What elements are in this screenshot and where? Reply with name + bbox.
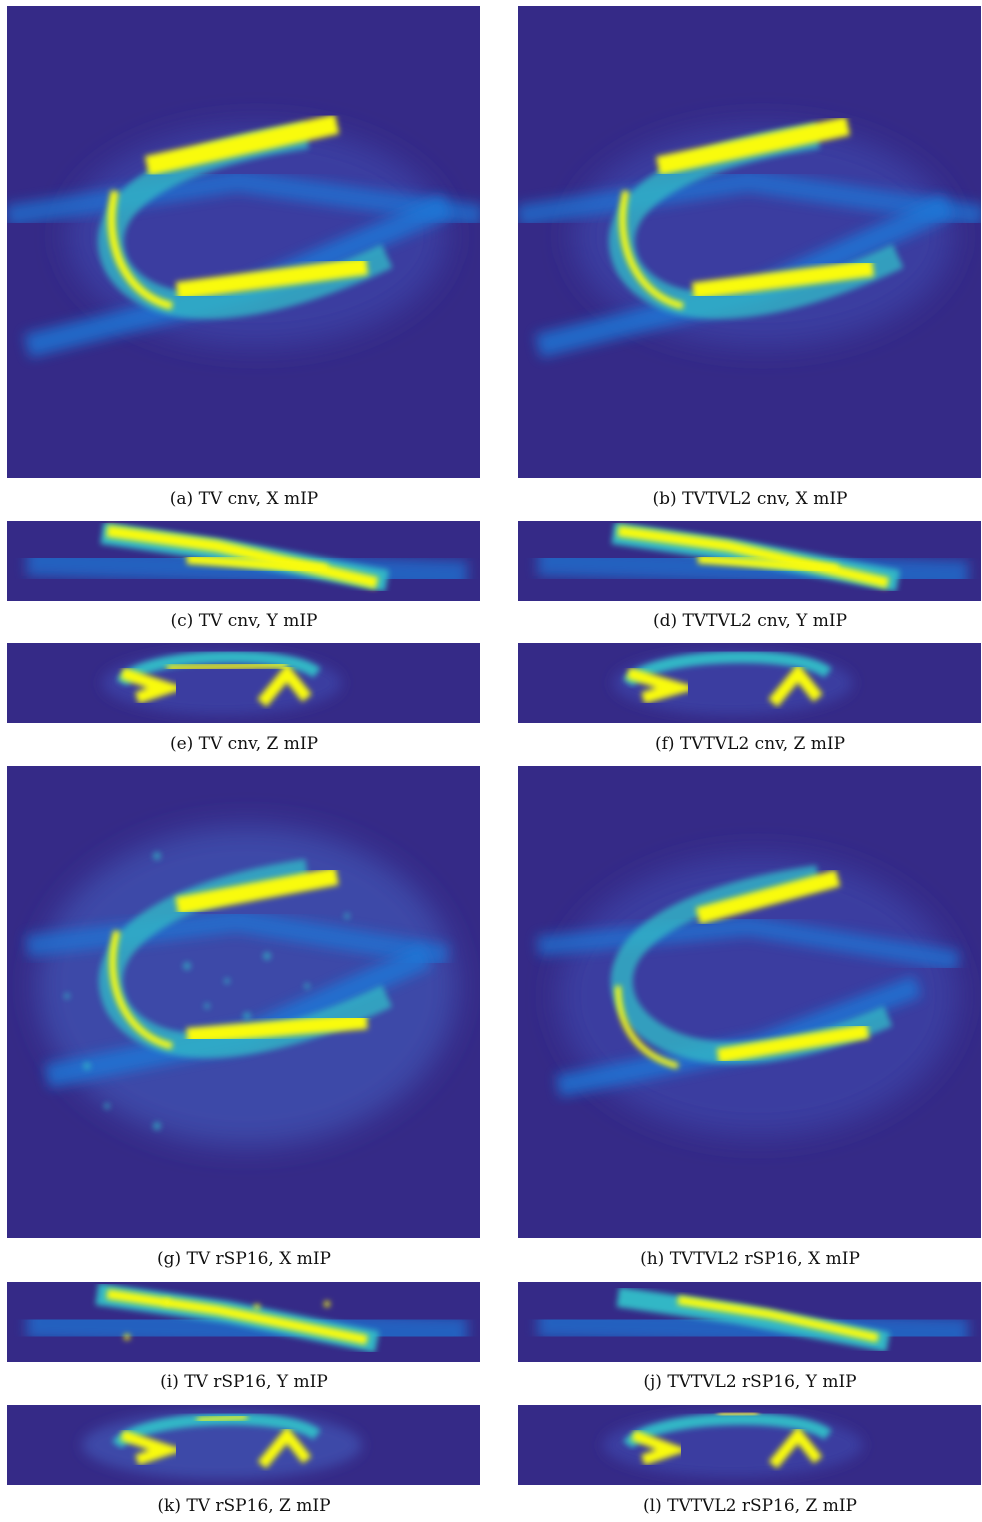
panel-l-image (518, 1405, 981, 1485)
panel-b-image (518, 6, 981, 478)
caption-j: (j) TVTVL2 rSP16, Y mIP (643, 1372, 857, 1392)
knot-z-projection (82, 1411, 362, 1479)
knot-y-projection (26, 1283, 468, 1353)
panel-c-image (7, 521, 480, 601)
caption-b: (b) TVTVL2 cnv, X mIP (652, 489, 848, 509)
panel-f-image (518, 643, 981, 723)
knot-z-projection (613, 650, 853, 715)
panel-d-image (518, 521, 981, 601)
knot-y-projection (537, 522, 969, 592)
caption-f: (f) TVTVL2 cnv, Z mIP (654, 734, 846, 754)
caption-k: (k) TV rSP16, Z mIP (157, 1496, 331, 1516)
caption-e: (e) TV cnv, Z mIP (169, 734, 319, 754)
caption-g: (g) TV rSP16, X mIP (156, 1249, 331, 1269)
knot-x-projection (7, 114, 480, 358)
caption-d: (d) TVTVL2 cnv, Y mIP (652, 611, 848, 631)
knot-x-projection (537, 856, 960, 1136)
knot-y-projection (26, 522, 468, 592)
panel-h-image (518, 766, 981, 1238)
panel-j-image (518, 1282, 981, 1362)
panel-k-image (7, 1405, 480, 1485)
knot-z-projection (102, 651, 342, 715)
caption-h: (h) TVTVL2 rSP16, X mIP (640, 1249, 860, 1269)
panel-g-image (7, 766, 480, 1238)
panel-e-image (7, 643, 480, 723)
caption-l: (l) TVTVL2 rSP16, Z mIP (643, 1496, 857, 1516)
caption-c: (c) TV cnv, Y mIP (170, 611, 318, 631)
caption-i: (i) TV rSP16, Y mIP (160, 1372, 328, 1392)
panel-i-image (7, 1282, 480, 1362)
knot-x-projection (25, 826, 457, 1146)
panel-a-image (7, 6, 480, 478)
knot-x-projection (518, 116, 981, 358)
knot-y-projection (537, 1287, 969, 1352)
caption-a: (a) TV cnv, X mIP (169, 489, 319, 509)
knot-z-projection (603, 1410, 863, 1477)
